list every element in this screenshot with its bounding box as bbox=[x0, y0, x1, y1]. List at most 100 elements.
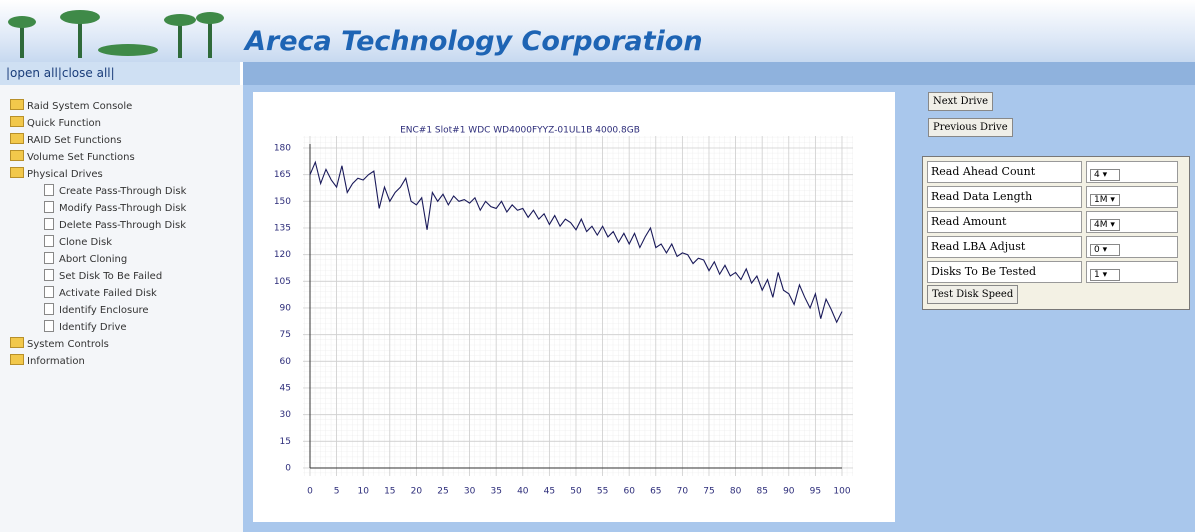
nav-folder[interactable]: Quick Function bbox=[10, 116, 101, 129]
test-disk-speed-button[interactable]: Test Disk Speed bbox=[927, 285, 1019, 304]
label: Physical Drives bbox=[27, 169, 103, 180]
x-tick-label: 60 bbox=[623, 487, 635, 497]
icon bbox=[44, 286, 54, 298]
field-select[interactable]: 4 bbox=[1086, 161, 1178, 183]
nav-link[interactable]: Activate Failed Disk bbox=[44, 286, 157, 299]
icon bbox=[10, 133, 24, 144]
label: Identify Drive bbox=[59, 322, 127, 333]
sidebar: Raid System Console Quick Function RAID Se… bbox=[0, 85, 243, 532]
icon bbox=[44, 201, 54, 213]
x-tick-label: 90 bbox=[783, 487, 795, 497]
label: Identify Enclosure bbox=[59, 305, 149, 316]
x-tick-label: 0 bbox=[307, 487, 313, 497]
field-label: Read Data Length bbox=[927, 186, 1082, 208]
y-tick-label: 15 bbox=[280, 437, 291, 447]
nav-link[interactable]: Abort Cloning bbox=[44, 252, 127, 265]
label: Information bbox=[27, 356, 85, 367]
minor-grid bbox=[303, 136, 853, 476]
y-tick-label: 30 bbox=[280, 410, 292, 420]
previous-drive-button[interactable]: Previous Drive bbox=[928, 118, 1013, 137]
x-tick-label: 25 bbox=[437, 487, 448, 497]
icon bbox=[44, 269, 54, 281]
nav-folder[interactable]: RAID Set Functions bbox=[10, 133, 122, 146]
icon bbox=[10, 354, 24, 365]
x-tick-label: 70 bbox=[677, 487, 689, 497]
nav-folder[interactable]: Physical Drives bbox=[10, 167, 103, 180]
select-value[interactable]: 1M bbox=[1090, 194, 1120, 206]
header-title: Areca Technology Corporation bbox=[245, 26, 703, 57]
label: System Controls bbox=[27, 339, 109, 350]
field-label: Read Amount bbox=[927, 211, 1082, 233]
x-tick-label: 15 bbox=[384, 487, 395, 497]
nav-link[interactable]: Identify Drive bbox=[44, 320, 127, 333]
nav-folder[interactable]: Information bbox=[10, 354, 85, 367]
y-tick-label: 180 bbox=[274, 144, 291, 154]
select-value[interactable]: 4M bbox=[1090, 219, 1120, 231]
x-tick-label: 45 bbox=[544, 487, 555, 497]
x-tick-label: 35 bbox=[490, 487, 501, 497]
y-tick-label: 60 bbox=[280, 357, 292, 367]
icon bbox=[44, 320, 54, 332]
line-series bbox=[309, 160, 843, 324]
y-tick-label: 120 bbox=[274, 250, 291, 260]
field-select[interactable]: 1 bbox=[1086, 261, 1178, 283]
chart-title: ENC#1 Slot#1 WDC WD4000FYYZ-01UL1B 4000.… bbox=[400, 126, 640, 136]
icon bbox=[44, 252, 54, 264]
field-select[interactable]: 0 bbox=[1086, 236, 1178, 258]
x-tick-label: 100 bbox=[833, 487, 850, 497]
x-tick-label: 50 bbox=[570, 487, 582, 497]
nav-folder[interactable]: Volume Set Functions bbox=[10, 150, 135, 163]
icon bbox=[10, 150, 24, 161]
y-tick-label: 90 bbox=[280, 304, 292, 314]
chart: ENC#1 Slot#1 WDC WD4000FYYZ-01UL1B 4000.… bbox=[253, 92, 895, 522]
x-tick-label: 95 bbox=[810, 487, 821, 497]
icon bbox=[10, 116, 24, 127]
x-tick-label: 40 bbox=[517, 487, 529, 497]
field-select[interactable]: 4M bbox=[1086, 211, 1178, 233]
open-close-all[interactable]: |open all|close all| bbox=[0, 62, 240, 85]
y-tick-label: 45 bbox=[280, 384, 291, 394]
nav-link[interactable]: Identify Enclosure bbox=[44, 303, 149, 316]
nav-link[interactable]: Clone Disk bbox=[44, 235, 112, 248]
logo bbox=[8, 10, 224, 58]
label: Create Pass-Through Disk bbox=[59, 186, 187, 197]
y-tick-label: 0 bbox=[285, 464, 291, 474]
next-drive-button[interactable]: Next Drive bbox=[928, 92, 994, 111]
x-tick-label: 75 bbox=[703, 487, 714, 497]
field-select[interactable]: 1M bbox=[1086, 186, 1178, 208]
label: RAID Set Functions bbox=[27, 135, 122, 146]
x-tick-label: 80 bbox=[730, 487, 742, 497]
select-value[interactable]: 1 bbox=[1090, 269, 1120, 281]
label: Modify Pass-Through Disk bbox=[59, 203, 187, 214]
icon bbox=[10, 337, 24, 348]
field-label: Disks To Be Tested bbox=[927, 261, 1082, 283]
icon bbox=[10, 99, 24, 110]
test-form: Read Ahead Count 4 Read Data Length 1M Read … bbox=[922, 156, 1190, 310]
label: Quick Function bbox=[27, 118, 101, 129]
top-bar bbox=[243, 62, 1195, 85]
nav-folder[interactable]: System Controls bbox=[10, 337, 109, 350]
banner: Areca Technology Corporation bbox=[0, 0, 1195, 62]
icon bbox=[44, 218, 54, 230]
label: Clone Disk bbox=[59, 237, 113, 248]
label: Abort Cloning bbox=[59, 254, 128, 265]
x-tick-label: 10 bbox=[357, 487, 369, 497]
label: Set Disk To Be Failed bbox=[59, 271, 163, 282]
x-tick-label: 65 bbox=[650, 487, 661, 497]
x-tick-label: 20 bbox=[411, 487, 423, 497]
select-value[interactable]: 4 bbox=[1090, 169, 1120, 181]
x-tick-label: 5 bbox=[334, 487, 340, 497]
icon bbox=[44, 303, 54, 315]
nav-link[interactable]: Modify Pass-Through Disk bbox=[44, 201, 186, 214]
icon bbox=[10, 167, 24, 178]
label: Volume Set Functions bbox=[27, 152, 135, 163]
nav-link[interactable]: Delete Pass-Through Disk bbox=[44, 218, 186, 231]
label: Raid System Console bbox=[27, 101, 133, 112]
nav-link[interactable]: Create Pass-Through Disk bbox=[44, 184, 186, 197]
nav-root[interactable]: Raid System Console bbox=[10, 99, 132, 112]
select-value[interactable]: 0 bbox=[1090, 244, 1120, 256]
x-tick-label: 30 bbox=[464, 487, 476, 497]
x-tick-label: 55 bbox=[597, 487, 608, 497]
nav-link[interactable]: Set Disk To Be Failed bbox=[44, 269, 162, 282]
